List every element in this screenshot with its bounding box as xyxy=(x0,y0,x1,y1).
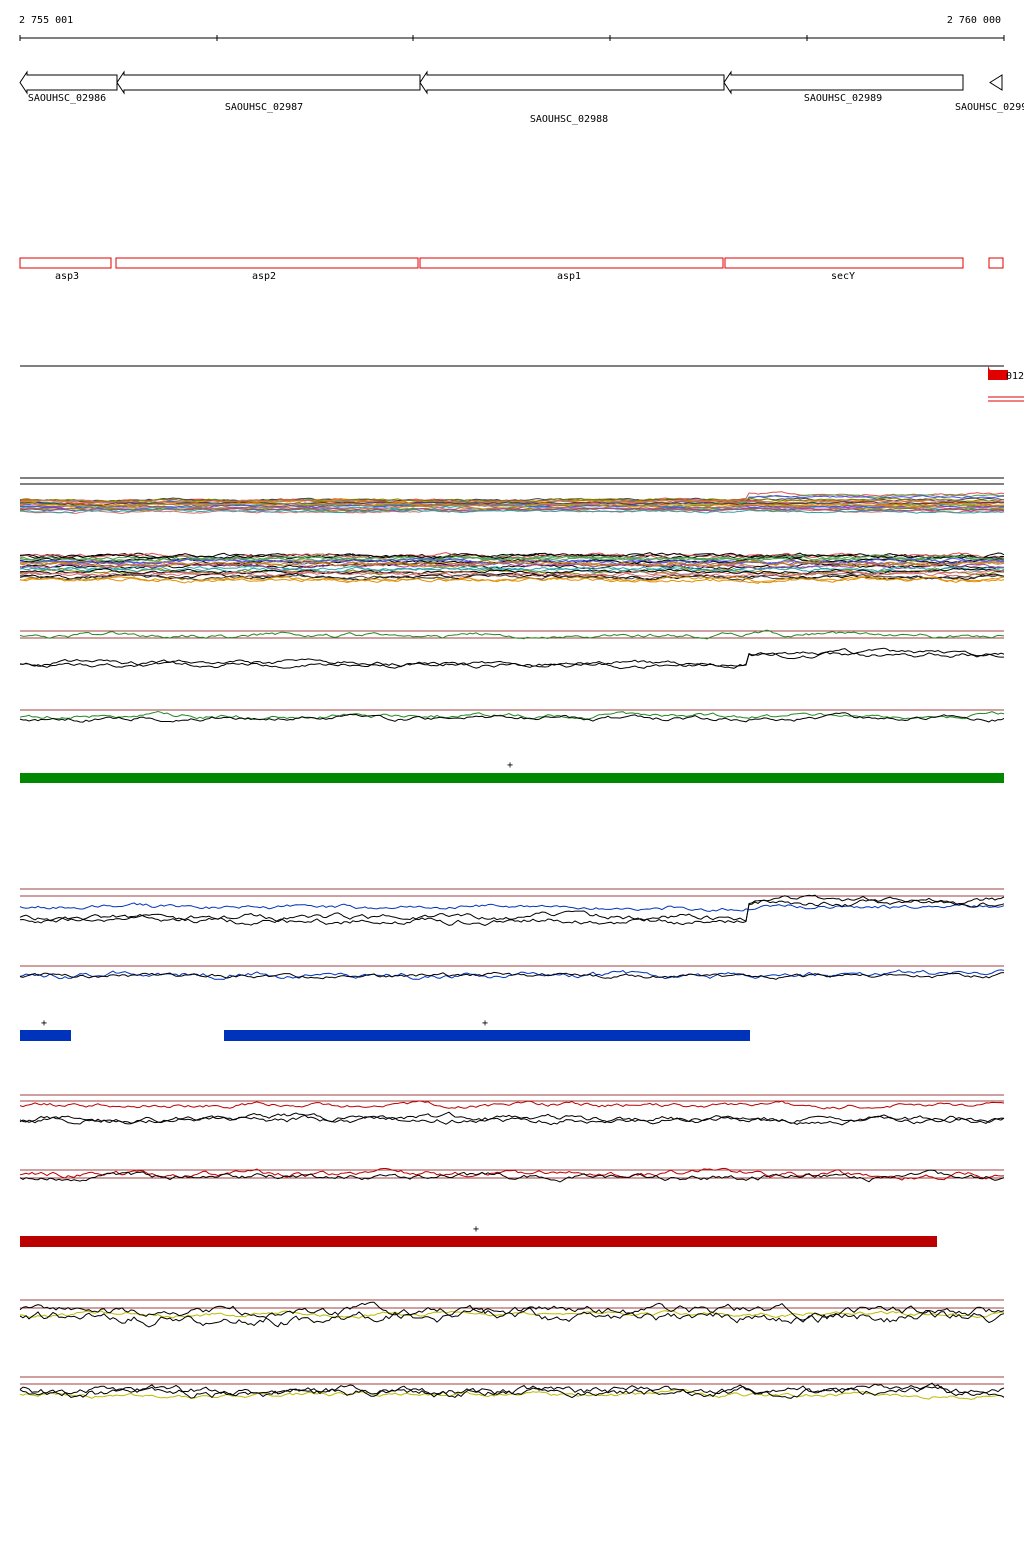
feature-label: asp1 xyxy=(557,271,581,282)
feature-box xyxy=(724,257,964,269)
signal-line xyxy=(19,572,1005,581)
signal-line xyxy=(19,497,1005,503)
signal-line xyxy=(19,567,1004,576)
marker: + xyxy=(473,1224,479,1235)
signal-line xyxy=(19,1100,1005,1110)
green-bar xyxy=(20,773,1004,783)
signal-line xyxy=(19,552,1005,560)
signal-line xyxy=(19,564,1005,573)
red-bar xyxy=(20,1236,937,1247)
gene-arrow xyxy=(419,70,725,95)
signal-line xyxy=(19,712,1005,723)
signal-line xyxy=(19,1307,1005,1328)
gene-label: SAOUHSC_02987 xyxy=(225,102,303,113)
feature-box xyxy=(115,257,419,269)
feature-label: asp3 xyxy=(55,271,79,282)
signal-line xyxy=(19,1301,1005,1321)
signal-line xyxy=(19,501,1005,506)
marker: + xyxy=(41,1018,47,1029)
blue-bar xyxy=(20,1030,71,1041)
signal-line xyxy=(19,1114,1005,1126)
signal-line xyxy=(19,505,1005,511)
feature-box xyxy=(19,257,112,269)
feature-label: asp2 xyxy=(252,271,276,282)
signal-line xyxy=(19,899,1005,927)
signal-line xyxy=(19,902,1005,912)
gene-arrow xyxy=(989,74,1003,91)
gene-label: SAOUHSC_02988 xyxy=(530,114,608,125)
signal-line xyxy=(20,647,1005,669)
signal-line xyxy=(19,1169,1005,1183)
feature-label: secY xyxy=(831,271,855,282)
signal-line xyxy=(19,1382,1005,1399)
marker: + xyxy=(482,1018,488,1029)
signal-line xyxy=(19,502,1005,508)
gene-arrow xyxy=(723,70,964,95)
signal-line xyxy=(19,894,1005,923)
annotation-mark xyxy=(988,366,1008,380)
gene-label: SAOUHSC_02989 xyxy=(804,93,882,104)
signal-line xyxy=(19,552,1005,560)
signal-line xyxy=(19,1111,1005,1124)
signal-line xyxy=(19,573,1005,581)
signal-line xyxy=(19,575,1005,584)
signal-line xyxy=(19,569,1005,578)
gene-arrow xyxy=(116,70,421,95)
signal-line xyxy=(19,554,1005,563)
signal-line xyxy=(19,576,1005,584)
gene-label: SAOUHSC_0299 xyxy=(955,102,1024,113)
feature-box xyxy=(419,257,724,269)
signal-line xyxy=(19,971,1005,980)
signal-line xyxy=(19,507,1005,512)
feature-box xyxy=(988,257,1004,269)
signal-line xyxy=(19,710,1005,721)
signal-line xyxy=(19,651,1004,670)
annotation-label: 012 xyxy=(1006,371,1024,382)
ruler-end: 2 760 000 xyxy=(947,15,1001,26)
gene-arrow xyxy=(19,70,118,95)
signal-line xyxy=(19,499,1005,504)
marker: + xyxy=(507,760,513,771)
ruler-start: 2 755 001 xyxy=(19,15,73,26)
blue-bar xyxy=(224,1030,750,1041)
signal-line xyxy=(19,562,1005,571)
signal-line xyxy=(19,508,1005,514)
signal-line xyxy=(19,559,1005,568)
signal-line xyxy=(19,629,1005,640)
signal-line xyxy=(19,1388,1005,1400)
signal-line xyxy=(19,557,1005,565)
gene-label: SAOUHSC_02986 xyxy=(28,93,106,104)
